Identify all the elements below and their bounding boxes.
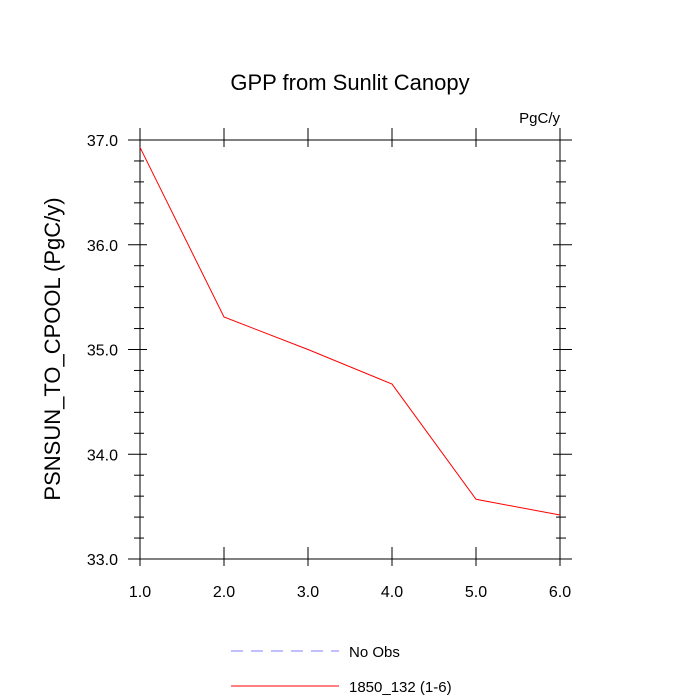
legend-label: No Obs xyxy=(349,644,400,661)
axis-ticks xyxy=(128,128,572,566)
y-axis-label: PSNSUN_TO_CPOOL (PgC/y) xyxy=(40,197,65,500)
chart-title: GPP from Sunlit Canopy xyxy=(230,70,469,95)
plot-frame xyxy=(139,139,561,560)
legend: No Obs 1850_132 (1-6) xyxy=(231,644,452,696)
x-tick-label: 3.0 xyxy=(297,584,319,601)
x-tick-label: 2.0 xyxy=(213,584,235,601)
series-layer xyxy=(139,147,561,516)
x-tick-label: 4.0 xyxy=(381,584,403,601)
units-label: PgC/y xyxy=(519,110,560,127)
y-tick-label: 35.0 xyxy=(87,343,118,360)
x-tick-label: 1.0 xyxy=(129,584,151,601)
y-tick-label: 34.0 xyxy=(87,447,118,464)
y-tick-label: 33.0 xyxy=(87,552,118,569)
series-line xyxy=(139,147,561,516)
axis-tick-labels: 1.0 2.0 3.0 4.0 5.0 6.0 33.0 34.0 35.0 36.0 37.0 xyxy=(87,133,571,601)
x-tick-label: 5.0 xyxy=(465,584,487,601)
y-tick-label: 37.0 xyxy=(87,133,118,150)
legend-label: 1850_132 (1-6) xyxy=(349,679,452,696)
x-tick-label: 6.0 xyxy=(549,584,571,601)
y-tick-label: 36.0 xyxy=(87,238,118,255)
